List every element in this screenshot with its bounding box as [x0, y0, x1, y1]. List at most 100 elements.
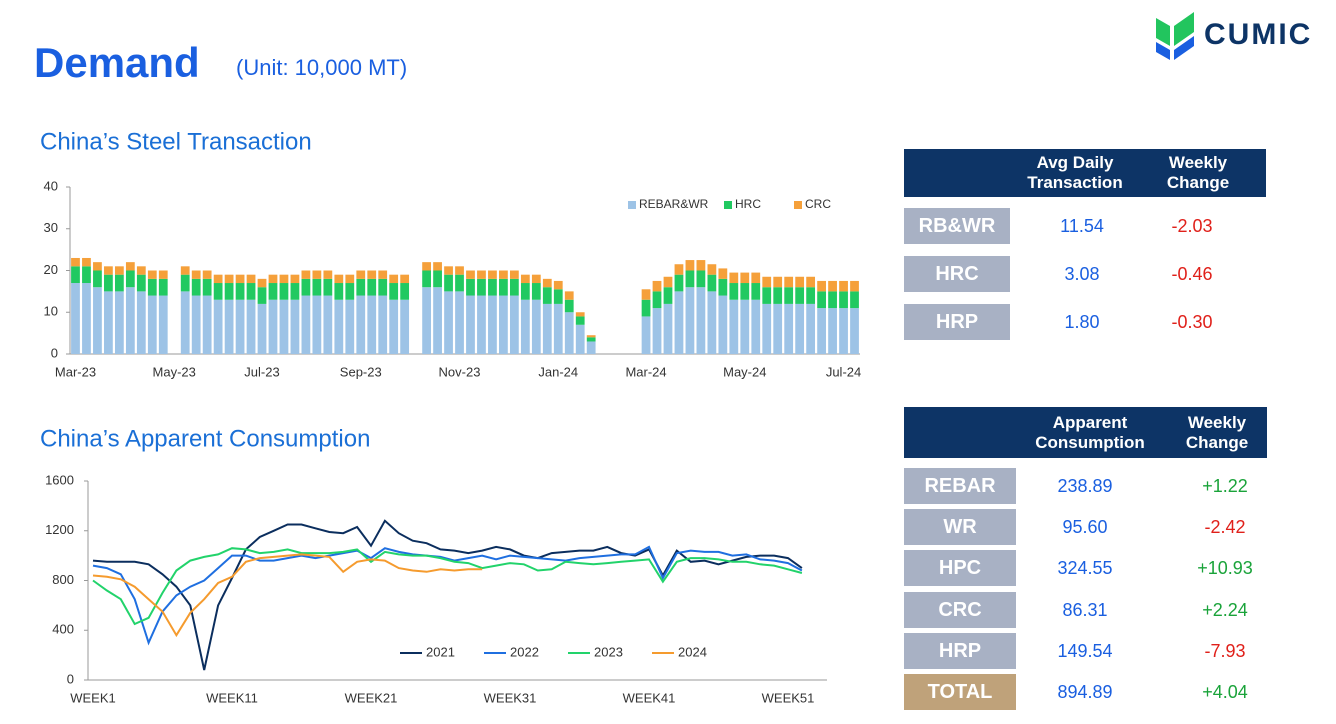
bar-segment: [301, 278, 311, 296]
bar-segment: [323, 295, 333, 354]
bar-segment: [806, 303, 816, 354]
bar-segment: [345, 299, 355, 354]
x-tick-label: WEEK21: [345, 690, 398, 705]
bar-segment: [235, 299, 245, 354]
bar-segment: [422, 287, 431, 354]
bar-segment: [466, 278, 475, 296]
bar-segment: [312, 295, 322, 354]
bar-segment: [136, 274, 146, 292]
bar-segment: [674, 291, 684, 354]
bar-segment: [542, 303, 552, 354]
bar-segment: [202, 295, 212, 354]
bar-segment: [762, 276, 772, 288]
bar-segment: [488, 270, 497, 279]
bar-segment: [147, 278, 157, 296]
y-tick-label: 30: [44, 220, 58, 235]
bar-segment: [652, 291, 662, 309]
bar-segment: [729, 272, 739, 284]
bar-segment: [356, 270, 366, 279]
row-label: HRP: [904, 632, 1016, 669]
bar-segment: [246, 274, 256, 284]
bar-segment: [663, 287, 673, 304]
logo-leaf: [1156, 42, 1170, 60]
bar-segment: [147, 295, 157, 354]
bar-segment: [773, 276, 783, 288]
bar-segment: [817, 308, 826, 354]
bar-segment: [257, 303, 267, 354]
row-value: 95.60: [1062, 517, 1108, 538]
row-label: HRC: [904, 256, 1010, 292]
bar-segment: [334, 283, 344, 300]
bar-segment: [729, 299, 739, 354]
bar-segment: [367, 270, 377, 279]
bar-segment: [389, 274, 399, 284]
bar-segment: [685, 270, 695, 288]
bar-segment: [466, 270, 475, 279]
bar-segment: [553, 280, 563, 290]
bar-segment: [685, 260, 695, 271]
bar-segment: [520, 274, 530, 284]
bar-segment: [114, 266, 124, 275]
y-tick-label: 40: [44, 178, 58, 193]
bar-segment: [104, 266, 113, 275]
x-tick-label: WEEK1: [70, 690, 116, 705]
bar-segment: [531, 283, 541, 300]
bar-segment: [531, 274, 541, 284]
bar-segment: [817, 291, 826, 309]
bar-segment: [751, 283, 761, 300]
logo-text: CUMIC: [1204, 18, 1312, 51]
table-header: Avg Daily Transaction Weekly Change: [904, 149, 1266, 197]
bar-segment: [378, 295, 388, 354]
bar-segment: [400, 274, 410, 284]
bar-segment: [268, 299, 278, 354]
chart-title: China’s Apparent Consumption: [40, 425, 370, 452]
bar-segment: [82, 257, 91, 267]
legend-swatch: [628, 201, 636, 209]
bar-segment: [301, 270, 311, 279]
bar-segment: [235, 283, 245, 300]
bar-segment: [180, 274, 190, 292]
bar-segment: [356, 278, 366, 296]
bar-segment: [499, 270, 508, 279]
bar-segment: [224, 299, 234, 354]
bar-segment: [334, 299, 344, 354]
bar-segment: [531, 299, 541, 354]
bar-segment: [696, 260, 706, 271]
x-tick-label: Jul-23: [244, 364, 279, 379]
bar-segment: [564, 291, 574, 300]
row-label: HPC: [904, 550, 1016, 587]
table-header: Apparent Consumption Weekly Change: [904, 407, 1267, 458]
y-tick-label: 1200: [45, 522, 74, 537]
bar-segment: [224, 274, 234, 284]
bar-segment: [839, 280, 848, 292]
line-series: [92, 553, 483, 638]
bar-segment: [740, 299, 750, 354]
logo-leaf: [1174, 36, 1194, 60]
bar-segment: [652, 280, 662, 292]
bar-segment: [674, 274, 684, 292]
row-change: +10.93: [1197, 558, 1253, 579]
bar-segment: [93, 287, 102, 354]
y-tick-label: 0: [67, 671, 74, 686]
legend-label: 2024: [678, 644, 707, 659]
bar-segment: [674, 264, 684, 275]
x-tick-label: WEEK51: [762, 690, 815, 705]
bar-segment: [751, 272, 761, 284]
bar-segment: [104, 291, 113, 354]
bar-segment: [158, 270, 168, 279]
row-change: +4.04: [1202, 682, 1248, 702]
bar-segment: [850, 280, 859, 292]
bar-segment: [828, 308, 837, 354]
bar-segment: [158, 295, 168, 354]
bar-segment: [279, 283, 289, 300]
row-value: 324.55: [1057, 558, 1113, 579]
bar-segment: [444, 274, 453, 292]
y-tick-label: 0: [51, 345, 58, 360]
bar-segment: [564, 299, 574, 313]
bar-segment: [806, 287, 816, 304]
y-tick-label: 20: [44, 262, 58, 277]
logo: [1156, 12, 1194, 60]
row-change: -7.93: [1204, 640, 1246, 661]
bar-segment: [180, 291, 190, 354]
bar-segment: [477, 295, 486, 354]
